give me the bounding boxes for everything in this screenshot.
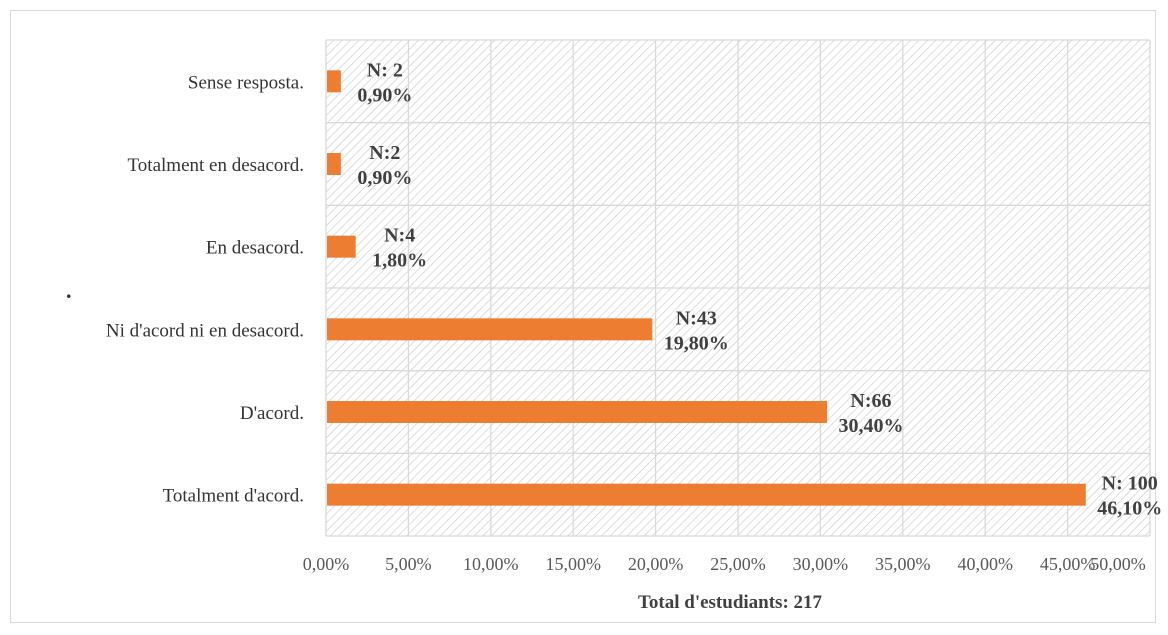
x-tick-label: 40,00% (957, 554, 1013, 574)
bar (327, 153, 341, 175)
category-label: Ni d'acord ni en desacord. (106, 320, 304, 341)
percent-label: 0,90% (357, 84, 412, 106)
count-label: N: 100 (1102, 473, 1158, 495)
bar (327, 401, 827, 423)
x-tick-label: 25,00% (710, 554, 766, 574)
count-label: N:2 (369, 142, 400, 164)
x-tick-label: 45,00% (1040, 554, 1096, 574)
count-label: N:66 (850, 390, 891, 412)
bar (327, 235, 356, 258)
x-tick-label: 20,00% (628, 554, 684, 574)
percent-label: 19,80% (664, 332, 729, 354)
category-label: Totalment en desacord. (128, 155, 304, 176)
x-tick-label: 0,00% (303, 554, 350, 574)
x-tick-label: 50,00% (1090, 554, 1146, 574)
x-tick-label: 35,00% (875, 554, 931, 574)
bar (327, 483, 1086, 506)
percent-label: 0,90% (357, 167, 412, 189)
category-label: Sense resposta. (188, 72, 304, 93)
x-axis-title: Total d'estudiants: 217 (638, 592, 823, 613)
x-tick-label: 30,00% (793, 554, 849, 574)
category-label: Totalment d'acord. (163, 486, 304, 507)
count-label: N: 2 (367, 59, 403, 81)
category-label: D'acord. (240, 403, 304, 424)
percent-label: 1,80% (372, 250, 427, 272)
x-tick-label: 15,00% (545, 554, 601, 574)
count-label: N:4 (384, 225, 415, 247)
stray-dot: . (66, 278, 72, 303)
x-tick-label: 5,00% (385, 554, 432, 574)
count-label: N:43 (676, 307, 717, 329)
bar (327, 70, 341, 93)
percent-label: 30,40% (838, 415, 903, 437)
percent-label: 46,10% (1097, 498, 1162, 520)
category-label: En desacord. (206, 238, 304, 259)
bar (327, 318, 653, 341)
x-tick-label: 10,00% (463, 554, 519, 574)
